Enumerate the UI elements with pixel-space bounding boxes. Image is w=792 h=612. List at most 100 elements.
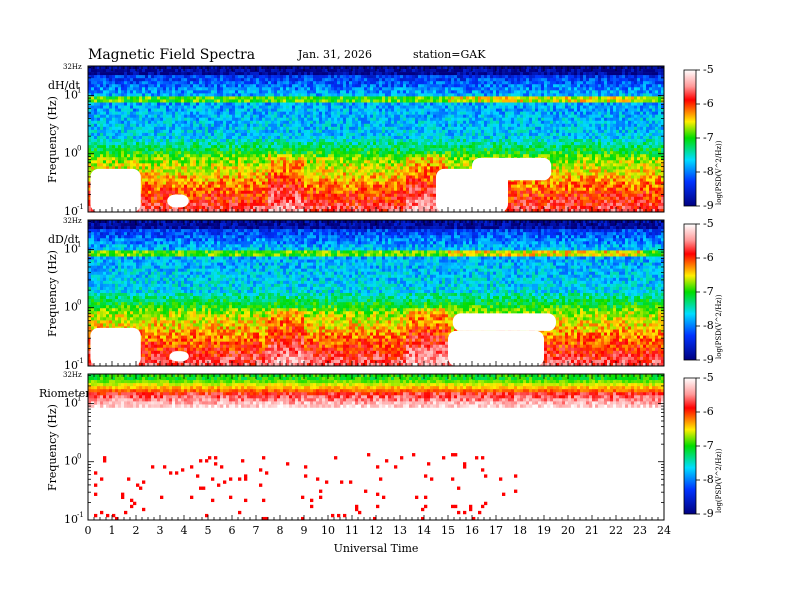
spectrogram-cell xyxy=(532,90,535,93)
spectrogram-cell xyxy=(394,99,397,102)
spectrogram-cell xyxy=(331,81,334,84)
spectrogram-cell xyxy=(376,136,379,139)
spectrogram-cell xyxy=(556,93,559,96)
spectrogram-cell xyxy=(322,127,325,130)
spectrogram-cell xyxy=(634,78,637,81)
spectrogram-cell xyxy=(508,78,511,81)
spectrogram-cell xyxy=(505,75,508,78)
spectrogram-cell xyxy=(310,109,313,112)
spectrogram-cell xyxy=(241,96,244,99)
spectrogram-cell xyxy=(487,96,490,99)
spectrogram-cell xyxy=(622,93,625,96)
spectrogram-cell xyxy=(148,106,151,109)
spectrogram-cell xyxy=(481,139,484,142)
spectrogram-cell xyxy=(217,75,220,78)
spectrogram-cell xyxy=(451,75,454,78)
spectrogram-cell xyxy=(607,139,610,142)
spectrogram-cell xyxy=(277,118,280,121)
spectrogram-cell xyxy=(124,118,127,121)
spectrogram-cell xyxy=(490,96,493,99)
spectrogram-cell xyxy=(178,84,181,87)
spectrogram-cell xyxy=(643,139,646,142)
spectrogram-cell xyxy=(139,84,142,87)
spectrogram-cell xyxy=(295,87,298,90)
spectrogram-cell xyxy=(193,124,196,127)
spectrogram-cell xyxy=(223,84,226,87)
spectrogram-cell xyxy=(652,66,655,69)
spectrogram-cell xyxy=(352,84,355,87)
spectrogram-cell xyxy=(181,139,184,142)
spectrogram-cell xyxy=(370,72,373,75)
spectrogram-cell xyxy=(220,75,223,78)
spectrogram-cell xyxy=(583,127,586,130)
spectrogram-cell xyxy=(190,136,193,139)
spectrogram-cell xyxy=(547,139,550,142)
spectrogram-cell xyxy=(133,90,136,93)
spectrogram-cell xyxy=(106,106,109,109)
spectrogram-cell xyxy=(373,127,376,130)
spectrogram-cell xyxy=(511,109,514,112)
spectrogram-cell xyxy=(112,72,115,75)
spectrogram-cell xyxy=(268,130,271,133)
spectrogram-cell xyxy=(292,112,295,115)
spectrogram-cell xyxy=(262,115,265,118)
spectrogram-cell xyxy=(568,136,571,139)
spectrogram-cell xyxy=(517,81,520,84)
spectrogram-cell xyxy=(283,84,286,87)
spectrogram-cell xyxy=(178,115,181,118)
spectrogram-cell xyxy=(325,93,328,96)
spectrogram-cell xyxy=(583,121,586,124)
spectrogram-cell xyxy=(307,87,310,90)
spectrogram-cell xyxy=(334,133,337,136)
spectrogram-cell xyxy=(622,109,625,112)
spectrogram-cell xyxy=(295,139,298,142)
spectrogram-cell xyxy=(469,81,472,84)
spectrogram-cell xyxy=(409,84,412,87)
spectrogram-cell xyxy=(553,109,556,112)
spectrogram-cell xyxy=(631,118,634,121)
spectrogram-cell xyxy=(643,96,646,99)
spectrogram-cell xyxy=(136,112,139,115)
spectrogram-cell xyxy=(487,115,490,118)
spectrogram-cell xyxy=(478,99,481,102)
spectrogram-cell xyxy=(529,72,532,75)
spectrogram-cell xyxy=(376,72,379,75)
spectrogram-cell xyxy=(238,133,241,136)
spectrogram-cell xyxy=(301,130,304,133)
spectrogram-cell xyxy=(652,124,655,127)
spectrogram-cell xyxy=(244,78,247,81)
spectrogram-cell xyxy=(460,139,463,142)
spectrogram-cell xyxy=(109,133,112,136)
spectrogram-cell xyxy=(379,75,382,78)
spectrogram-cell xyxy=(349,103,352,106)
spectrogram-cell xyxy=(247,81,250,84)
spectrogram-cell xyxy=(118,121,121,124)
spectrogram-cell xyxy=(418,142,421,145)
spectrogram-cell xyxy=(340,124,343,127)
spectrogram-cell xyxy=(136,84,139,87)
spectrogram-cell xyxy=(211,81,214,84)
spectrogram-cell xyxy=(358,142,361,145)
spectrogram-cell xyxy=(580,121,583,124)
spectrogram-cell xyxy=(490,103,493,106)
spectrogram-cell xyxy=(484,130,487,133)
spectrogram-cell xyxy=(502,106,505,109)
spectrogram-cell xyxy=(442,66,445,69)
spectrogram-cell xyxy=(586,69,589,72)
spectrogram-cell xyxy=(577,133,580,136)
spectrogram-cell xyxy=(463,115,466,118)
spectrogram-cell xyxy=(382,99,385,102)
spectrogram-cell xyxy=(379,127,382,130)
spectrogram-cell xyxy=(439,136,442,139)
spectrogram-cell xyxy=(127,72,130,75)
spectrogram-cell xyxy=(481,133,484,136)
spectrogram-cell xyxy=(241,87,244,90)
spectrogram-cell xyxy=(526,142,529,145)
spectrogram-cell xyxy=(487,99,490,102)
spectrogram-cell xyxy=(124,136,127,139)
spectrogram-cell xyxy=(115,109,118,112)
spectrogram-cell xyxy=(421,78,424,81)
spectrogram-cell xyxy=(631,96,634,99)
spectrogram-cell xyxy=(442,69,445,72)
spectrogram-cell xyxy=(481,103,484,106)
